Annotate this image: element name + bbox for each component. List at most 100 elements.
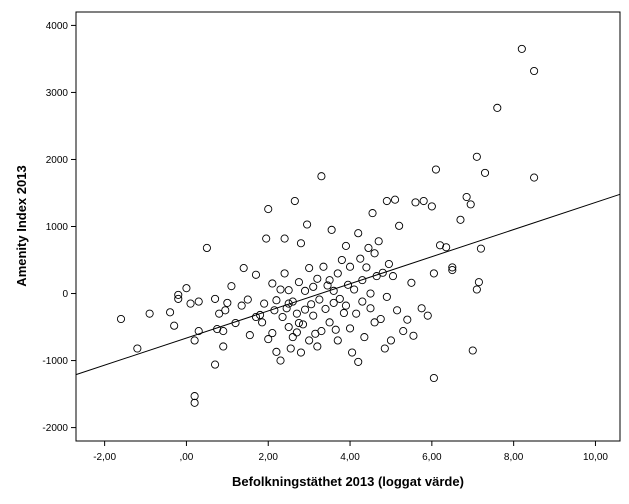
y-tick-label: -1000 (42, 356, 68, 367)
data-point (382, 292, 391, 301)
x-tick-label: -2,00 (93, 452, 116, 463)
data-point (329, 298, 338, 307)
data-point (270, 306, 279, 315)
data-point (166, 308, 175, 317)
data-point (303, 220, 312, 229)
data-point (530, 173, 539, 182)
data-point (213, 325, 222, 334)
y-tick-label: 1000 (46, 222, 69, 233)
data-point (319, 262, 328, 271)
data-point (376, 314, 385, 324)
x-tick-label: 8,00 (504, 452, 524, 463)
data-point (133, 344, 142, 353)
data-point (219, 327, 228, 336)
data-point (382, 196, 391, 206)
data-point (407, 278, 416, 287)
data-point (272, 296, 281, 305)
data-point (366, 304, 375, 313)
data-point (474, 278, 483, 287)
data-point (260, 299, 269, 308)
data-point (358, 297, 367, 306)
data-point (472, 152, 481, 161)
data-point (284, 299, 293, 308)
data-point (427, 202, 436, 211)
data-point (284, 286, 293, 295)
data-point (370, 318, 379, 327)
data-point (442, 243, 451, 252)
data-point (282, 304, 291, 313)
data-point (429, 269, 438, 278)
data-point (364, 243, 373, 252)
data-point (190, 336, 199, 345)
data-point (370, 249, 379, 258)
data-point (186, 299, 195, 308)
data-point (530, 66, 539, 76)
y-tick-label: 2000 (46, 155, 69, 166)
data-point (333, 336, 342, 345)
data-point (354, 357, 363, 366)
data-point (221, 306, 230, 315)
data-point (356, 254, 365, 263)
data-point (350, 285, 359, 294)
data-point (331, 325, 340, 334)
data-point (245, 331, 254, 340)
data-point (468, 346, 477, 355)
data-point (393, 306, 402, 315)
data-point (348, 348, 357, 357)
data-point (294, 278, 303, 287)
data-point (341, 301, 351, 310)
data-point (190, 398, 199, 407)
data-point (419, 196, 428, 206)
data-point (243, 295, 252, 304)
data-point (352, 309, 361, 318)
data-point (390, 195, 400, 204)
data-point (517, 44, 526, 53)
data-point (462, 192, 471, 202)
data-point (366, 289, 375, 298)
data-point (278, 312, 287, 322)
data-point (466, 200, 475, 209)
data-point (194, 297, 203, 306)
data-point (323, 281, 332, 290)
data-point (239, 264, 248, 273)
data-point (182, 284, 191, 293)
data-point (251, 270, 261, 279)
data-point (309, 282, 318, 291)
data-point (174, 294, 183, 303)
data-point (337, 255, 346, 265)
fit-line (75, 193, 621, 376)
data-point (456, 215, 465, 224)
data-point (368, 209, 377, 218)
data-point (345, 262, 355, 271)
data-point (219, 342, 228, 351)
data-point (145, 309, 154, 318)
data-point (280, 234, 289, 243)
y-tick-label: 4000 (46, 21, 69, 32)
y-tick-label: 3000 (46, 88, 69, 99)
data-point (315, 295, 324, 304)
data-point (354, 229, 363, 238)
x-tick-label: 2,00 (259, 452, 279, 463)
data-point (321, 304, 330, 313)
data-point (296, 348, 306, 357)
data-point (435, 241, 445, 250)
data-point (493, 103, 502, 112)
data-point (292, 309, 301, 318)
data-point (429, 373, 438, 383)
data-point (431, 165, 440, 174)
data-point (298, 320, 308, 329)
data-point (116, 314, 126, 324)
data-points (116, 44, 539, 407)
data-point (190, 392, 199, 401)
data-point (264, 205, 273, 214)
data-point (423, 311, 432, 320)
data-point (417, 304, 426, 313)
data-point (237, 301, 246, 310)
data-point (256, 310, 265, 320)
data-point (313, 342, 322, 351)
x-tick-label: ,00 (179, 452, 193, 463)
data-point (309, 311, 318, 320)
data-point (472, 285, 481, 294)
y-tick-label: -2000 (42, 423, 68, 434)
